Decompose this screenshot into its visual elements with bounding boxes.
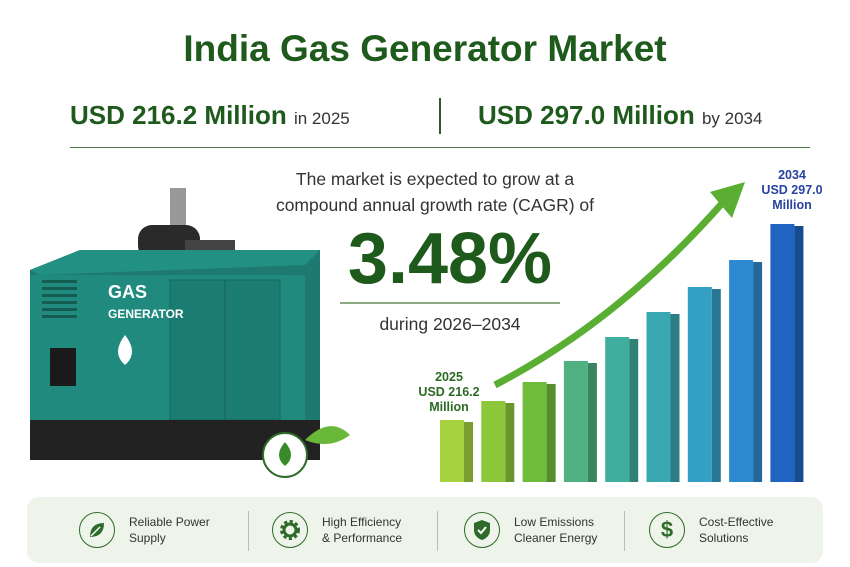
cagr-value: 3.48% — [347, 219, 553, 299]
feature-text: Cost-Effective — [699, 515, 774, 529]
generator-label: GENERATOR — [108, 307, 184, 321]
annotation-year: 2034 — [778, 168, 806, 182]
divider — [439, 98, 441, 134]
start-annotation: 2025 USD 216.2 Million — [399, 370, 499, 415]
feature-reliable-power: Reliable Power Supply — [79, 497, 210, 563]
bar-side — [794, 226, 804, 482]
bar — [770, 224, 795, 482]
flame-badge-icon — [279, 442, 291, 466]
feature-low-emissions: Low Emissions Cleaner Energy — [464, 497, 597, 563]
stat-value: USD 216.2 Million — [70, 100, 287, 130]
shield-check-icon — [464, 512, 500, 548]
stat-suffix: in 2025 — [293, 109, 350, 128]
description-line: compound annual growth rate (CAGR) of — [275, 195, 595, 215]
feature-text: High Efficiency — [322, 515, 402, 529]
stat-2034: USD 297.0 Million by 2034 — [478, 100, 762, 131]
bar — [646, 312, 671, 482]
gas-generator-illustration: GAS GENERATOR — [30, 188, 350, 478]
bar — [605, 337, 630, 482]
divider — [437, 511, 438, 551]
divider — [70, 147, 810, 148]
generator-label: GAS — [108, 282, 147, 302]
dollar-icon: $ — [649, 512, 685, 548]
flame-icon — [118, 335, 132, 365]
growth-bar-chart — [440, 182, 804, 482]
feature-text: Supply — [129, 531, 166, 545]
bar — [687, 287, 712, 482]
feature-cost-effective: $ Cost-Effective Solutions — [649, 497, 773, 563]
feature-high-efficiency: High Efficiency & Performance — [272, 497, 402, 563]
annotation-value: USD 297.0 — [761, 183, 823, 197]
feature-text: Low Emissions — [514, 515, 595, 529]
stat-2025: USD 216.2 Million in 2025 — [70, 100, 350, 131]
bar — [481, 401, 506, 482]
stat-value: USD 297.0 Million — [478, 100, 695, 130]
divider — [340, 302, 560, 304]
features-bar: Reliable Power Supply High Efficiency & Pe… — [27, 497, 823, 563]
bar-side — [670, 314, 680, 482]
bar-side — [629, 339, 639, 482]
gear-icon — [272, 512, 308, 548]
bar-side — [464, 422, 473, 482]
feature-text: Solutions — [699, 531, 749, 545]
cagr-description: The market is expected to grow at a compo… — [240, 166, 630, 218]
leaf-icon — [79, 512, 115, 548]
feature-text: Cleaner Energy — [514, 531, 598, 545]
leaf-icon — [305, 426, 350, 444]
bar-side — [753, 262, 763, 482]
bar — [522, 382, 547, 482]
page-title: India Gas Generator Market — [183, 28, 667, 69]
bar-side — [505, 403, 515, 482]
divider — [624, 511, 625, 551]
bar-side — [546, 384, 556, 482]
description-line: The market is expected to grow at a — [295, 169, 575, 189]
stat-suffix: by 2034 — [701, 109, 763, 128]
feature-text: & Performance — [322, 531, 403, 545]
annotation-unit: Million — [772, 198, 812, 212]
bar — [563, 361, 588, 482]
growth-arrow — [493, 197, 728, 389]
annotation-value: USD 216.2 — [418, 385, 480, 399]
annotation-year: 2025 — [435, 370, 463, 384]
bar — [440, 420, 464, 482]
cagr-period: during 2026–2034 — [379, 314, 521, 334]
feature-text: Reliable Power — [129, 515, 210, 529]
bar-side — [711, 289, 721, 482]
arrow-head-icon — [710, 182, 745, 218]
annotation-unit: Million — [429, 400, 469, 414]
divider — [248, 511, 249, 551]
bar — [729, 260, 754, 482]
bar-side — [587, 363, 597, 482]
end-annotation: 2034 USD 297.0 Million — [742, 168, 842, 213]
